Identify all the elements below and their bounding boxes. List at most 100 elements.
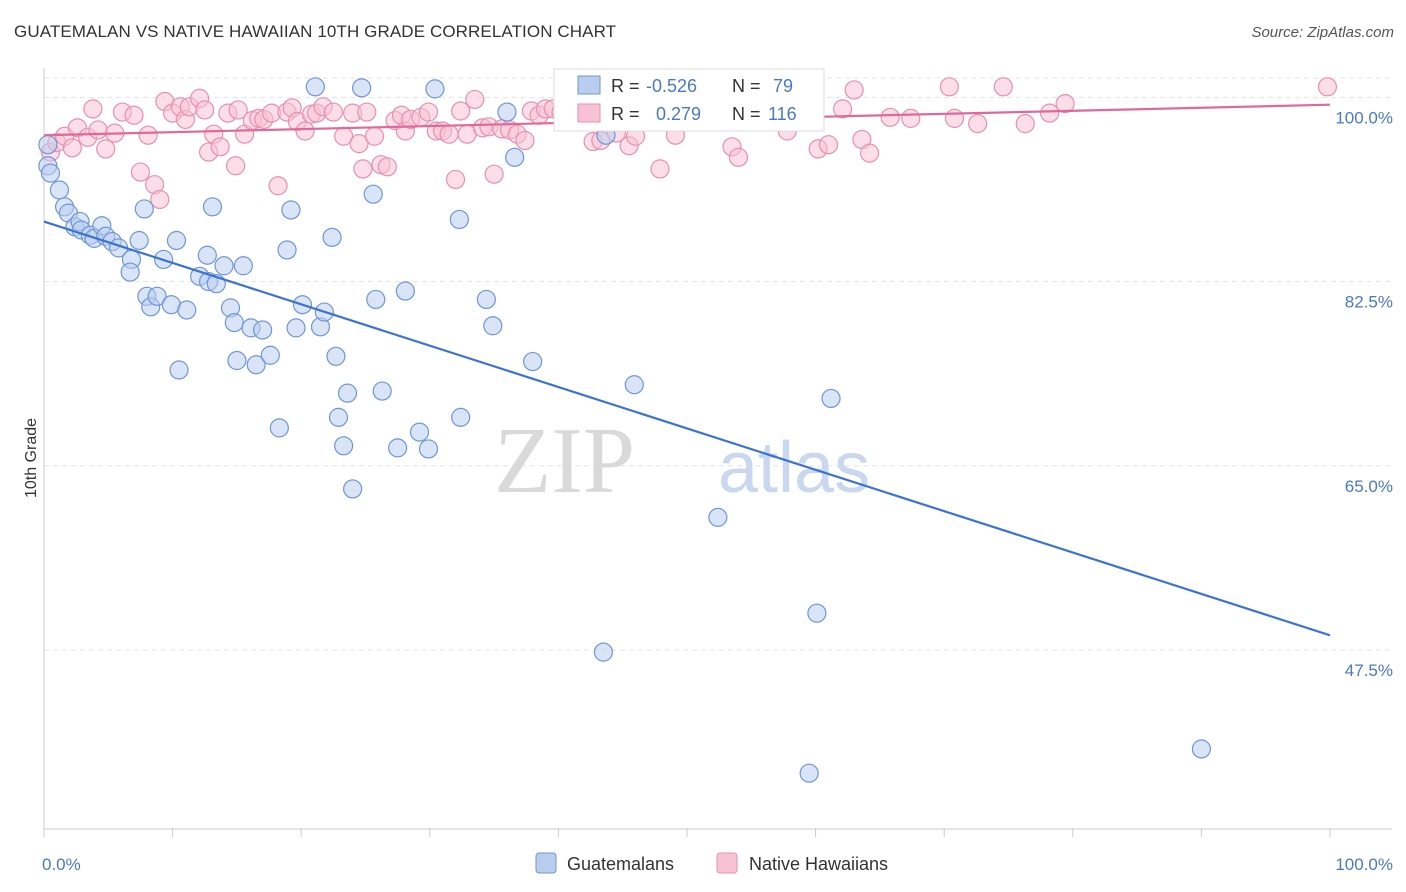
bottom-legend-label-guatemalans: Guatemalans [567,854,674,874]
guatemalans-point-34 [224,313,244,333]
native-hawaiians-point-66 [484,164,504,184]
native-hawaiians-point-103 [844,80,864,100]
native-hawaiians-point-15 [150,189,170,210]
guatemalans-point-28 [197,245,217,265]
guatemalans-series [38,77,1212,783]
guatemalans-point-61 [409,422,430,442]
native-hawaiians-point-3 [62,138,82,158]
guatemalans-point-32 [214,256,234,276]
native-hawaiians-point-47 [357,102,377,122]
guatemalans-point-60 [395,281,415,301]
guatemalans-point-40 [260,345,280,365]
native-hawaiians-point-61 [451,101,471,121]
native-hawaiians-point-102 [833,99,853,119]
native-hawaiians-point-48 [364,126,385,146]
guatemalans-point-24 [166,230,187,251]
native-hawaiians-point-110 [968,114,988,134]
guatemalans-point-18 [134,199,154,219]
guatemalans-point-52 [337,383,358,403]
guatemalans-point-42 [277,240,297,260]
native-hawaiians-point-42 [323,102,343,122]
legend-n-label-2: N = [732,104,761,124]
watermark-atlas: atlas [718,428,870,508]
guatemalans-point-67 [483,316,503,336]
guatemalans-point-17 [129,230,149,251]
correlation-legend: R = -0.526 N = 79 R = 0.279 N = 116 [553,68,825,132]
legend-swatch-native-hawaiians [577,103,601,123]
guatemalans-point-73 [624,375,644,395]
guatemalans-point-58 [372,381,392,401]
legend-r-label-1: R = [611,76,640,96]
native-hawaiians-point-28 [228,100,248,120]
guatemalans-point-62 [418,439,439,459]
native-hawaiians-point-34 [268,176,288,196]
axes [43,68,1392,837]
y-tick-label-2: 65.0% [1345,477,1393,496]
guatemalans-point-69 [505,147,525,167]
guatemalans-point-35 [227,350,247,371]
guatemalans-point-25 [169,360,189,380]
native-hawaiians-point-115 [1317,77,1338,97]
native-hawaiians-point-101 [818,135,839,155]
watermark: ZIP atlas [494,409,870,513]
native-hawaiians-point-12 [130,162,151,182]
native-hawaiians-point-59 [439,124,459,144]
guatemalans-point-53 [334,436,354,456]
y-tick-label-3: 47.5% [1345,661,1393,680]
native-hawaiians-point-27 [226,156,246,176]
bottom-legend-label-native-hawaiians: Native Hawaiians [749,854,888,874]
guatemalans-point-55 [352,78,372,98]
guatemalans-point-54 [343,479,363,499]
native-hawaiians-point-112 [1015,114,1035,134]
guatemalans-point-21 [147,286,167,306]
native-hawaiians-point-13 [138,125,158,145]
native-hawaiians-point-111 [993,77,1013,97]
native-hawaiians-point-7 [88,120,108,140]
legend-r-label-2: R = [611,104,640,124]
legend-r-value-1: -0.526 [646,76,697,96]
guatemalans-point-16 [120,262,140,282]
native-hawaiians-point-70 [515,130,535,151]
native-hawaiians-point-109 [944,108,965,128]
guatemalans-point-41 [269,418,289,438]
legend-n-value-2: 116 [768,104,797,124]
native-hawaiians-point-22 [195,100,215,120]
native-hawaiians-point-94 [728,147,749,167]
native-hawaiians-point-63 [465,89,485,110]
y-axis-label: 10th Grade [23,418,40,498]
chart-title: GUATEMALAN VS NATIVE HAWAIIAN 10TH GRADE… [14,22,617,41]
guatemalans-point-68 [497,102,517,122]
guatemalans-point-51 [328,407,349,427]
guatemalans-point-36 [233,256,253,276]
native-hawaiians-point-108 [939,77,959,97]
guatemalans-point-74 [708,507,728,527]
native-hawaiians-point-45 [349,134,369,154]
guatemalans-point-43 [281,200,301,220]
native-hawaiians-point-107 [901,108,921,128]
chart-source: Source: ZipAtlas.com [1251,24,1394,41]
native-hawaiians-point-56 [418,102,439,122]
x-tick-label-0: 0.0% [42,855,81,874]
legend-swatch-guatemalans [577,75,601,95]
guatemalans-point-57 [363,184,383,204]
grid-lines [44,77,1392,651]
guatemalans-point-47 [305,77,325,97]
guatemalans-point-3 [49,180,70,200]
guatemalans-point-66 [476,289,496,310]
y-tick-label-1: 82.5% [1345,293,1393,312]
guatemalans-point-2 [40,163,61,183]
native-hawaiians-point-113 [1055,94,1075,114]
guatemalans-point-26 [177,300,197,320]
native-hawaiians-point-11 [124,105,144,125]
guatemalans-point-49 [322,227,342,247]
y-tick-label-0: 100.0% [1335,108,1393,127]
series-legend: Guatemalans Native Hawaiians [535,852,888,874]
guatemalans-point-64 [451,407,471,427]
guatemalans-point-30 [202,197,223,217]
guatemalans-point-50 [326,346,346,366]
guatemalans-point-76 [821,388,841,409]
bottom-legend-swatch-guatemalans [535,852,557,874]
native-hawaiians-point-105 [860,143,880,163]
guatemalans-point-75 [807,603,827,623]
